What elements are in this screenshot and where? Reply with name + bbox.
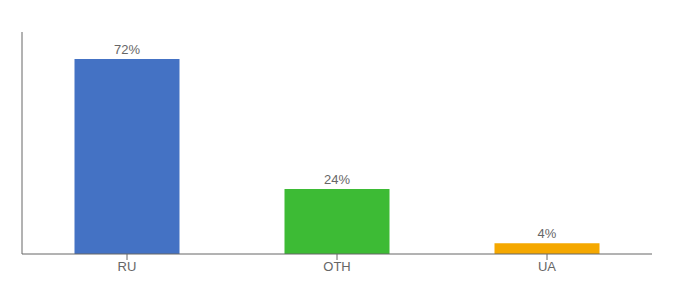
svg-text:72%: 72% [114,42,140,57]
svg-text:OTH: OTH [323,259,350,274]
svg-text:4%: 4% [538,226,557,241]
svg-text:RU: RU [118,259,137,274]
svg-text:24%: 24% [324,172,350,187]
svg-text:UA: UA [538,259,556,274]
